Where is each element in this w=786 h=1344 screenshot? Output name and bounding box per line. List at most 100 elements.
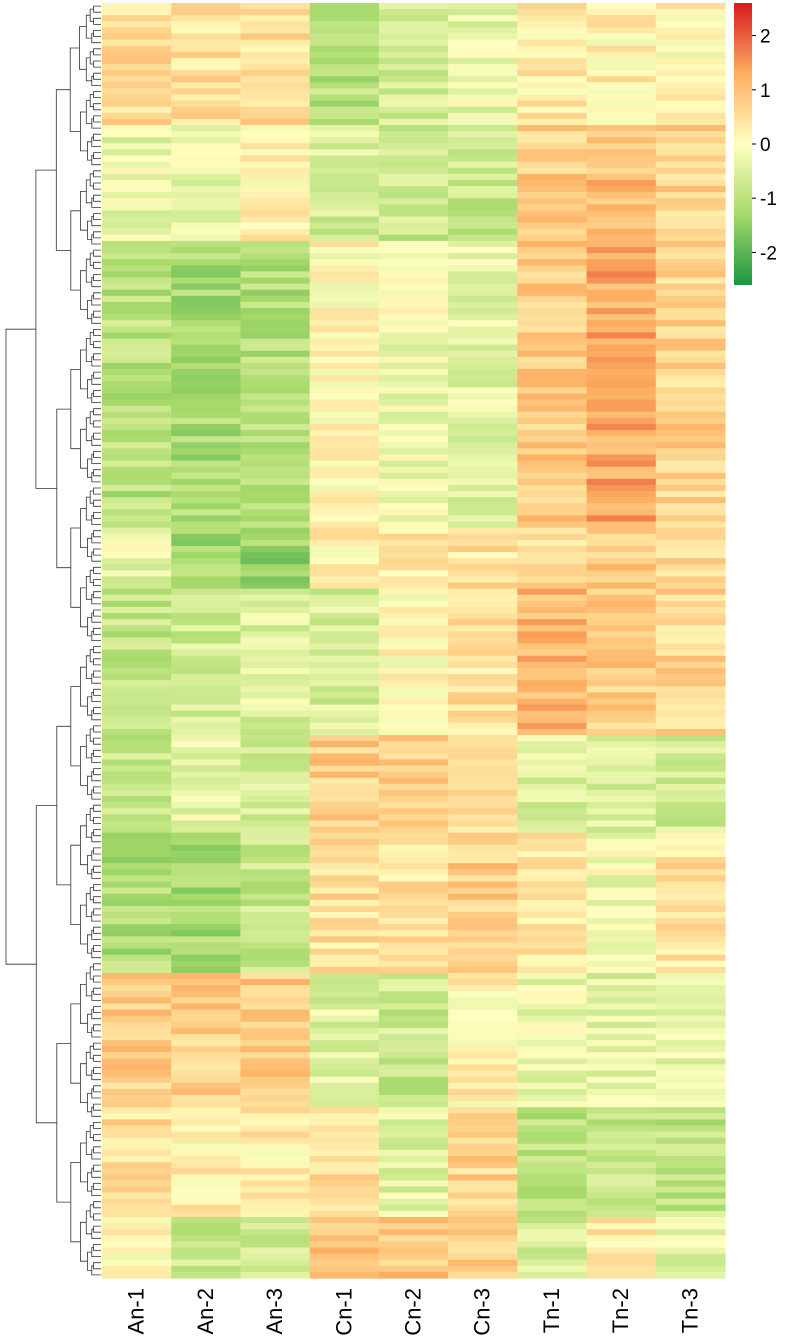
heatmap-cell [655, 655, 726, 663]
heatmap-cell [378, 887, 449, 895]
heatmap-cell [448, 1223, 518, 1230]
heatmap-cell [655, 747, 726, 754]
dendrogram-branch [89, 173, 94, 187]
dendrogram-branch [91, 435, 101, 446]
heatmap-cell [378, 1040, 449, 1047]
heatmap-cell [655, 619, 726, 626]
heatmap-cell [517, 710, 588, 718]
colorbar-gradient [734, 3, 752, 285]
heatmap-cell [655, 301, 726, 309]
heatmap-cell [448, 655, 518, 663]
heatmap-cell [309, 527, 380, 535]
heatmap-cell [378, 125, 449, 132]
heatmap-cell [655, 179, 726, 187]
heatmap-cell [586, 466, 657, 474]
heatmap-cell [171, 838, 242, 846]
heatmap-cell [171, 881, 242, 889]
heatmap-cell [655, 76, 726, 83]
heatmap-cell [102, 692, 172, 700]
heatmap-cell [240, 771, 311, 779]
heatmap-cell [586, 570, 657, 578]
heatmap-cell [240, 1119, 311, 1127]
heatmap-cell [378, 423, 449, 431]
dendrogram-branch [93, 548, 101, 556]
heatmap-cell [378, 1186, 449, 1194]
heatmap-cell [309, 1094, 380, 1102]
heatmap-cell [102, 15, 172, 22]
heatmap-cell [448, 332, 518, 340]
heatmap-cell [171, 3, 242, 10]
heatmap-cell [171, 1210, 242, 1218]
heatmap-cell [448, 1168, 518, 1175]
heatmap-cell [586, 118, 657, 126]
heatmap-cell [655, 247, 726, 254]
heatmap-cell [517, 808, 588, 815]
heatmap-cell [240, 948, 311, 956]
heatmap-cell [517, 1271, 588, 1279]
dendrogram-branch [93, 1042, 101, 1050]
heatmap-cell [102, 875, 172, 883]
heatmap-cell [309, 51, 380, 59]
heatmap-cell [378, 1101, 449, 1108]
heatmap-cell [586, 1204, 657, 1212]
heatmap-cell [240, 509, 311, 517]
heatmap-cell [102, 33, 172, 41]
dendrogram-branch [93, 213, 101, 220]
heatmap-cell [309, 948, 380, 956]
heatmap-cell [240, 1137, 311, 1145]
heatmap-cell [448, 564, 518, 571]
heatmap-cell [655, 39, 726, 47]
heatmap-cell [655, 667, 726, 675]
dendrogram-branch [91, 533, 101, 544]
heatmap-cell [655, 661, 726, 669]
heatmap-cell [517, 881, 588, 889]
heatmap-cell [655, 643, 726, 651]
heatmap-cell [171, 576, 242, 584]
heatmap-cell [309, 436, 380, 443]
heatmap-cell [655, 527, 726, 535]
heatmap-cell [586, 991, 657, 998]
heatmap-cell [586, 1094, 657, 1102]
heatmap-cell [309, 1271, 380, 1279]
heatmap-cell [171, 94, 242, 102]
heatmap-cell [102, 1094, 172, 1102]
heatmap-cell [586, 1210, 657, 1218]
heatmap-cell [378, 667, 449, 675]
heatmap-cell [586, 1247, 657, 1255]
heatmap-cell [309, 960, 380, 968]
heatmap-cell [171, 527, 242, 535]
heatmap-cell [240, 1021, 311, 1029]
heatmap-cell [448, 167, 518, 175]
heatmap-cell [171, 905, 242, 913]
heatmap-cell [102, 204, 172, 212]
heatmap-cell [240, 204, 311, 212]
dendrogram-branch [70, 369, 81, 450]
heatmap-cell [448, 911, 518, 919]
heatmap-cell [586, 863, 657, 870]
heatmap-cell [240, 972, 311, 980]
heatmap-cell [309, 655, 380, 663]
heatmap-cell [517, 295, 588, 303]
heatmap-cell [240, 497, 311, 504]
heatmap-cell [448, 692, 518, 700]
heatmap-cell [655, 460, 726, 468]
heatmap-cell [171, 1076, 242, 1084]
dendrogram-branch [93, 530, 101, 538]
heatmap-cell [240, 1223, 311, 1230]
heatmap-cell [655, 826, 726, 834]
heatmap-cell [378, 619, 449, 626]
heatmap-cell [240, 1229, 311, 1236]
heatmap-cell [309, 125, 380, 132]
heatmap-cell [586, 1076, 657, 1084]
heatmap-cell [448, 393, 518, 401]
dendrogram-branch [93, 591, 101, 599]
dendrogram-branch [93, 737, 101, 745]
heatmap-cell [102, 985, 172, 992]
heatmap-cell [378, 972, 449, 980]
heatmap-cell [655, 637, 726, 645]
heatmap-cell [586, 667, 657, 675]
heatmap-cell [378, 570, 449, 578]
heatmap-cell [309, 350, 380, 358]
heatmap-cell [586, 381, 657, 388]
heatmap-cell [378, 57, 449, 65]
